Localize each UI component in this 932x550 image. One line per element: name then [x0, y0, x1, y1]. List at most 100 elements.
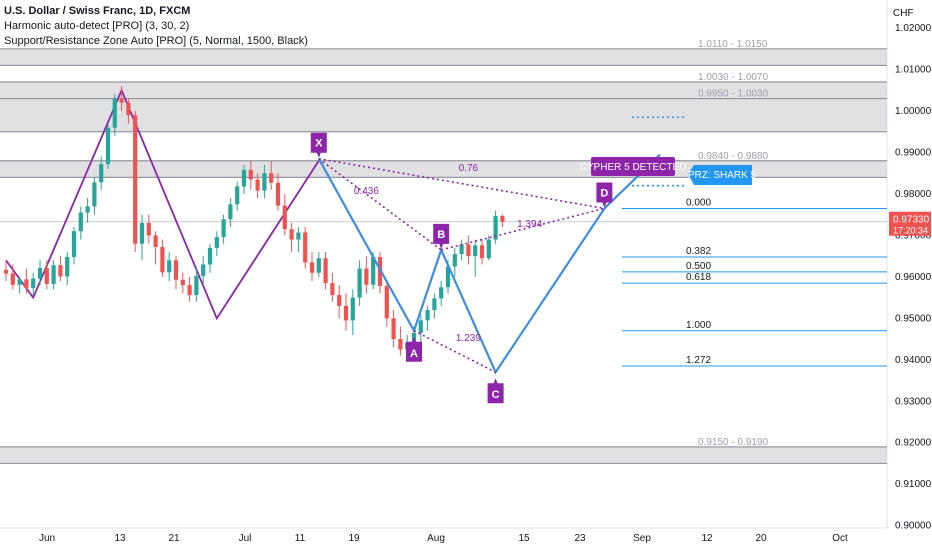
fib-level-label: 0.618: [686, 272, 711, 283]
last-price-countdown: 17:20:34: [893, 226, 928, 236]
price-axis-tick: 1.01000: [895, 65, 932, 76]
sr-zone: [0, 446, 887, 464]
pattern-point-label: X: [315, 138, 323, 150]
candle-body: [228, 204, 233, 220]
candle-body: [214, 237, 219, 248]
indicator-harmonic[interactable]: Harmonic auto-detect [PRO] (3, 30, 2): [4, 20, 190, 32]
time-axis-tick: 11: [295, 533, 306, 544]
price-axis-tick: 0.98000: [895, 189, 932, 200]
candle-body: [139, 222, 145, 244]
candle-body: [3, 269, 9, 274]
candle-body: [194, 276, 199, 296]
candle-body: [187, 285, 192, 296]
candle-body: [71, 231, 77, 257]
price-axis-tick: 1.02000: [895, 23, 932, 34]
candle-body: [425, 310, 430, 321]
candle-body: [126, 102, 131, 116]
candle-body: [201, 264, 206, 277]
price-axis-currency: CHF: [893, 8, 914, 19]
candle-body: [364, 268, 369, 285]
sr-zone: [0, 81, 887, 99]
price-axis-tick: 0.96000: [895, 272, 932, 283]
candle-body: [119, 98, 124, 103]
candle-body: [37, 268, 43, 279]
candle-body: [167, 260, 172, 273]
candle-body: [58, 265, 63, 277]
fib-level-label: 0.500: [686, 261, 711, 272]
candle-body: [357, 268, 362, 298]
time-axis-tick: 13: [114, 533, 126, 544]
indicator-sr-zones[interactable]: Support/Resistance Zone Auto [PRO] (5, N…: [4, 35, 308, 47]
candle-body: [337, 295, 342, 306]
time-axis-tick: Aug: [427, 533, 445, 544]
candle-body: [479, 245, 485, 259]
candle-body: [241, 169, 247, 187]
candle-body: [92, 182, 97, 207]
symbol-title[interactable]: U.S. Dollar / Swiss Franc, 1D, FXCM: [4, 5, 191, 17]
candle-body: [391, 318, 396, 340]
last-price-value: 0.97330: [893, 215, 930, 226]
price-axis-tick: 0.97000: [895, 230, 932, 241]
candle-body: [262, 173, 267, 191]
fib-level-label: 0.382: [686, 246, 711, 257]
candle-body: [160, 247, 165, 273]
candle-body: [445, 266, 451, 288]
cypher-ratio-label: 1.394: [517, 219, 542, 230]
candle-body: [255, 179, 260, 191]
pattern-point-label: A: [410, 348, 418, 360]
sr-zone: [0, 98, 887, 132]
candle-body: [398, 339, 403, 350]
candle-body: [282, 205, 287, 230]
candle-body: [85, 206, 90, 213]
price-axis-tick: 1.00000: [895, 106, 932, 117]
candle-body: [153, 235, 158, 248]
candle-body: [78, 212, 83, 232]
candle-body: [384, 285, 389, 319]
time-axis-tick: Sep: [633, 533, 651, 544]
candle-body: [432, 298, 437, 311]
candle-body: [439, 287, 444, 299]
time-axis-tick: Jul: [239, 533, 252, 544]
prz-label-text: PRZ: SHARK 5: [688, 170, 757, 181]
pattern-point-label: C: [492, 389, 500, 401]
candle-body: [330, 283, 335, 296]
cypher-ratio-label: 0.436: [354, 186, 379, 197]
candle-body: [418, 320, 423, 333]
price-axis-tick: 0.95000: [895, 313, 932, 324]
candle-body: [459, 244, 464, 255]
candle-body: [371, 256, 376, 285]
time-axis-tick: 20: [755, 533, 767, 544]
pattern-point-marker: [310, 132, 327, 158]
cypher-banner-box: [591, 157, 675, 176]
prz-label-box: [688, 165, 752, 185]
candle-body: [235, 186, 240, 205]
time-axis-tick: 15: [518, 533, 530, 544]
cypher-ratio-connector: [441, 207, 605, 251]
cypher-ratio-label: 1.239: [456, 333, 481, 344]
candle-body: [44, 268, 49, 284]
candle-body: [309, 262, 315, 273]
cypher-ratio-connector: [413, 330, 496, 373]
price-axis-tick: 0.92000: [895, 438, 932, 449]
fib-level-label: 1.272: [686, 355, 711, 366]
pattern-point-marker: [596, 182, 613, 208]
candle-body: [500, 215, 505, 222]
candle-body: [133, 115, 138, 244]
price-axis-tick: 0.93000: [895, 396, 932, 407]
candle-body: [248, 169, 253, 180]
candle-body: [146, 222, 151, 236]
candle-body: [473, 245, 478, 257]
time-axis-tick: 21: [168, 533, 180, 544]
price-axis-tick: 0.94000: [895, 355, 932, 366]
candle-body: [207, 247, 213, 265]
cypher-ratio-connector: [318, 157, 605, 210]
candle-body: [289, 229, 294, 240]
pattern-point-label: D: [600, 187, 608, 199]
time-axis-tick: 19: [348, 533, 360, 544]
candle-body: [316, 258, 321, 273]
cypher-banner-text: CYPHER 5 DETECTED: [580, 162, 687, 173]
candle-body: [323, 258, 328, 284]
sr-zone-label: 0.9150 - 0.9190: [698, 437, 768, 448]
time-axis-tick: Oct: [832, 533, 848, 544]
